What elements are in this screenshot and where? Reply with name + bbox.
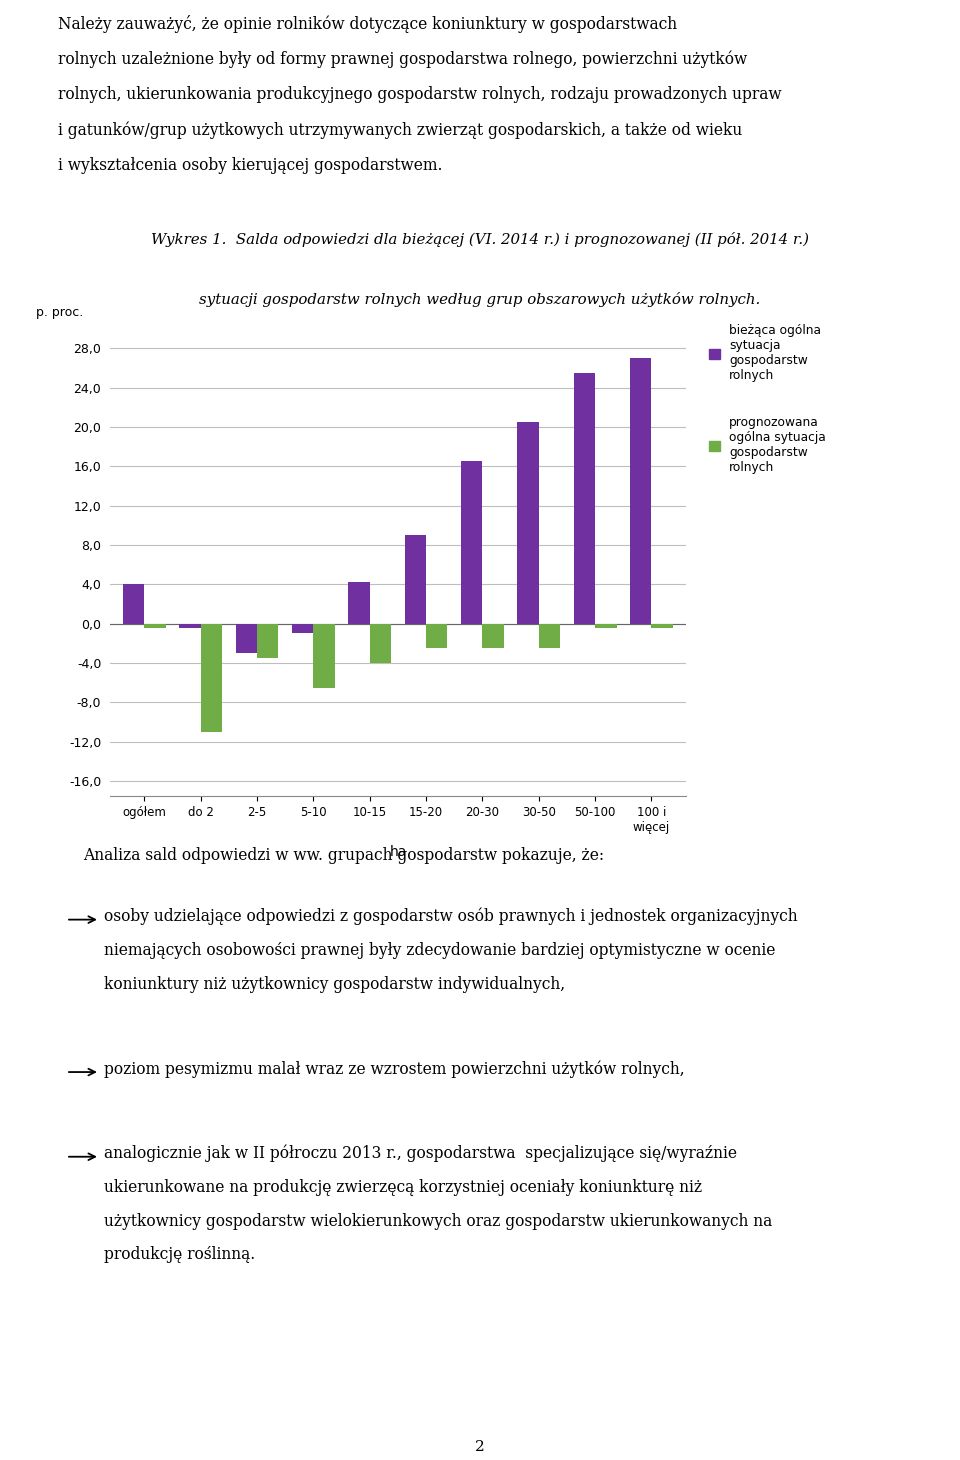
Text: koniunktury niż użytkownicy gospodarstw indywidualnych,: koniunktury niż użytkownicy gospodarstw … — [104, 975, 565, 993]
X-axis label: ha: ha — [390, 845, 407, 860]
Bar — [404, 534, 426, 623]
Text: Należy zauważyć, że opinie rolników dotyczące koniunktury w gospodarstwach: Należy zauważyć, że opinie rolników doty… — [58, 15, 677, 32]
Bar — [292, 623, 313, 634]
Bar — [652, 623, 673, 628]
Bar — [235, 623, 257, 653]
Bar — [144, 623, 166, 628]
Bar — [201, 623, 222, 731]
Text: sytuacji gospodarstw rolnych według grup obszarowych użytków rolnych.: sytuacji gospodarstw rolnych według grup… — [200, 292, 760, 307]
Text: produkcję roślinną.: produkcję roślinną. — [104, 1247, 255, 1263]
Bar — [370, 623, 391, 663]
Bar — [313, 623, 335, 688]
Bar — [123, 584, 144, 623]
Text: 2: 2 — [475, 1440, 485, 1454]
Bar — [257, 623, 278, 658]
Text: niemających osobowości prawnej były zdecydowanie bardziej optymistyczne w ocenie: niemających osobowości prawnej były zdec… — [104, 942, 776, 959]
Bar — [348, 583, 370, 623]
Text: osoby udzielające odpowiedzi z gospodarstw osób prawnych i jednostek organizacyj: osoby udzielające odpowiedzi z gospodars… — [104, 908, 798, 926]
Text: Analiza sald odpowiedzi w ww. grupach gospodarstw pokazuje, że:: Analiza sald odpowiedzi w ww. grupach go… — [83, 847, 604, 864]
Text: ukierunkowane na produkcję zwierzęcą korzystniej oceniały koniunkturę niż: ukierunkowane na produkcję zwierzęcą kor… — [104, 1178, 702, 1196]
Text: i gatunków/grup użytkowych utrzymywanych zwierząt gospodarskich, a także od wiek: i gatunków/grup użytkowych utrzymywanych… — [58, 121, 742, 139]
Bar — [426, 623, 447, 648]
Bar — [574, 372, 595, 623]
Text: użytkownicy gospodarstw wielokierunkowych oraz gospodarstw ukierunkowanych na: użytkownicy gospodarstw wielokierunkowyc… — [104, 1213, 772, 1229]
Bar — [517, 422, 539, 623]
Text: p. proc.: p. proc. — [36, 307, 83, 320]
Text: rolnych uzależnione były od formy prawnej gospodarstwa rolnego, powierzchni użyt: rolnych uzależnione były od formy prawne… — [58, 50, 747, 67]
Bar — [539, 623, 560, 648]
Bar — [630, 358, 652, 623]
Legend: bieżąca ogólna
sytuacja
gospodarstw
rolnych, prognozowana
ogólna sytuacja
gospod: bieżąca ogólna sytuacja gospodarstw roln… — [704, 320, 831, 479]
Bar — [595, 623, 616, 628]
Text: poziom pesymizmu malał wraz ze wzrostem powierzchni użytków rolnych,: poziom pesymizmu malał wraz ze wzrostem … — [104, 1060, 684, 1077]
Bar — [180, 623, 201, 628]
Text: rolnych, ukierunkowania produkcyjnego gospodarstw rolnych, rodzaju prowadzonych : rolnych, ukierunkowania produkcyjnego go… — [58, 86, 781, 102]
Text: i wykształcenia osoby kierującej gospodarstwem.: i wykształcenia osoby kierującej gospoda… — [58, 156, 443, 174]
Bar — [461, 461, 482, 623]
Bar — [482, 623, 504, 648]
Text: analogicznie jak w II półroczu 2013 r., gospodarstwa  specjalizujące się/wyraźni: analogicznie jak w II półroczu 2013 r., … — [104, 1145, 737, 1162]
Text: Wykres 1.  Salda odpowiedzi dla bieżącej (VI. 2014 r.) i prognozowanej (II pół. : Wykres 1. Salda odpowiedzi dla bieżącej … — [151, 232, 809, 247]
